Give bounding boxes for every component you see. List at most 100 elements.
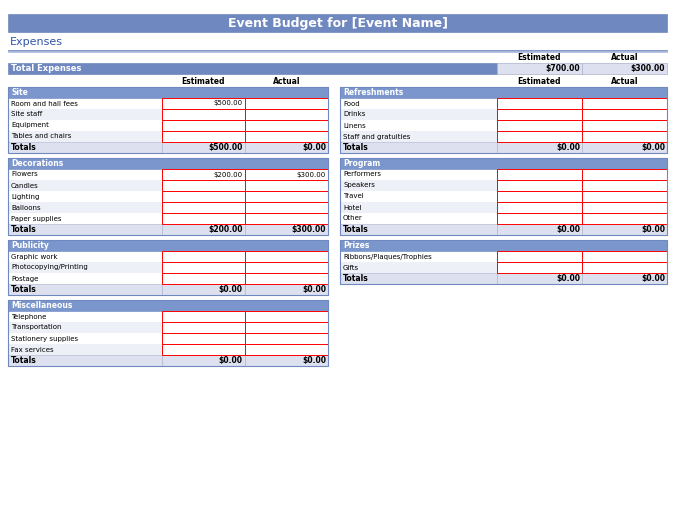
Bar bbox=[245, 262, 328, 273]
Bar bbox=[245, 142, 328, 153]
Text: Graphic work: Graphic work bbox=[11, 253, 57, 259]
Bar bbox=[8, 50, 667, 51]
Bar bbox=[582, 120, 667, 131]
Bar bbox=[245, 120, 328, 131]
Text: Totals: Totals bbox=[343, 143, 369, 152]
Text: $200.00: $200.00 bbox=[214, 172, 243, 177]
Bar bbox=[8, 158, 328, 235]
Text: Program: Program bbox=[343, 159, 380, 168]
Text: Tables and chairs: Tables and chairs bbox=[11, 134, 72, 139]
Text: $700.00: $700.00 bbox=[545, 64, 580, 73]
Bar bbox=[161, 98, 245, 109]
Text: Total Expenses: Total Expenses bbox=[11, 64, 82, 73]
Bar bbox=[161, 180, 245, 191]
Text: Ribbons/Plaques/Trophies: Ribbons/Plaques/Trophies bbox=[343, 253, 432, 259]
Bar bbox=[8, 14, 667, 32]
Bar bbox=[340, 213, 497, 224]
Bar bbox=[8, 131, 161, 142]
Bar bbox=[8, 63, 497, 74]
Bar bbox=[582, 180, 667, 191]
Text: Totals: Totals bbox=[11, 225, 36, 234]
Bar bbox=[340, 120, 497, 131]
Bar bbox=[340, 142, 497, 153]
Bar bbox=[161, 273, 245, 284]
Bar bbox=[161, 120, 245, 131]
Bar bbox=[245, 109, 328, 120]
Bar bbox=[582, 262, 667, 273]
Bar bbox=[8, 224, 161, 235]
Text: $0.00: $0.00 bbox=[641, 225, 665, 234]
Bar bbox=[340, 87, 667, 98]
Text: Estimated: Estimated bbox=[182, 77, 225, 86]
Text: $0.00: $0.00 bbox=[302, 356, 326, 365]
Text: Paper supplies: Paper supplies bbox=[11, 215, 61, 222]
Bar bbox=[8, 344, 161, 355]
Text: Site staff: Site staff bbox=[11, 111, 43, 118]
Bar bbox=[161, 322, 245, 333]
Bar bbox=[8, 98, 161, 109]
Bar bbox=[161, 284, 245, 295]
Text: Estimated: Estimated bbox=[518, 77, 561, 86]
Bar bbox=[8, 109, 161, 120]
Bar bbox=[245, 273, 328, 284]
Text: $0.00: $0.00 bbox=[219, 356, 243, 365]
Bar bbox=[161, 202, 245, 213]
Bar bbox=[497, 273, 582, 284]
Bar bbox=[8, 191, 161, 202]
Bar bbox=[161, 131, 245, 142]
Bar bbox=[161, 169, 245, 180]
Text: Postage: Postage bbox=[11, 276, 38, 281]
Bar bbox=[497, 131, 582, 142]
Text: Other: Other bbox=[343, 215, 362, 222]
Bar bbox=[340, 251, 497, 262]
Text: $300.00: $300.00 bbox=[297, 172, 326, 177]
Bar bbox=[582, 109, 667, 120]
Bar bbox=[340, 240, 667, 284]
Bar bbox=[8, 300, 328, 366]
Bar bbox=[497, 251, 582, 262]
Bar bbox=[245, 213, 328, 224]
Text: Flowers: Flowers bbox=[11, 172, 38, 177]
Text: $0.00: $0.00 bbox=[641, 143, 665, 152]
Bar bbox=[245, 284, 328, 295]
Text: $0.00: $0.00 bbox=[556, 225, 580, 234]
Bar bbox=[8, 87, 328, 98]
Bar bbox=[245, 311, 328, 322]
Bar bbox=[340, 240, 667, 251]
Bar bbox=[582, 131, 667, 142]
Bar bbox=[340, 224, 497, 235]
Bar bbox=[161, 251, 245, 262]
Bar bbox=[245, 355, 328, 366]
Text: Totals: Totals bbox=[11, 356, 36, 365]
Text: $300.00: $300.00 bbox=[630, 64, 665, 73]
Text: Event Budget for [Event Name]: Event Budget for [Event Name] bbox=[227, 17, 448, 30]
Bar bbox=[497, 120, 582, 131]
Bar bbox=[582, 191, 667, 202]
Bar bbox=[340, 158, 667, 169]
Bar bbox=[582, 202, 667, 213]
Text: Speakers: Speakers bbox=[343, 183, 375, 188]
Bar bbox=[8, 311, 161, 322]
Bar bbox=[8, 202, 161, 213]
Bar bbox=[8, 240, 328, 295]
Bar bbox=[161, 109, 245, 120]
Bar bbox=[582, 273, 667, 284]
Bar bbox=[582, 98, 667, 109]
Text: Photocopying/Printing: Photocopying/Printing bbox=[11, 265, 88, 270]
Bar bbox=[245, 98, 328, 109]
Bar bbox=[161, 344, 245, 355]
Text: Equipment: Equipment bbox=[11, 123, 49, 128]
Bar bbox=[161, 311, 245, 322]
Bar bbox=[497, 213, 582, 224]
Bar bbox=[245, 344, 328, 355]
Bar bbox=[8, 180, 161, 191]
Text: $500.00: $500.00 bbox=[209, 143, 243, 152]
Bar bbox=[340, 180, 497, 191]
Bar bbox=[8, 322, 161, 333]
Bar bbox=[161, 355, 245, 366]
Text: Decorations: Decorations bbox=[11, 159, 63, 168]
Bar bbox=[340, 273, 497, 284]
Bar bbox=[161, 213, 245, 224]
Bar bbox=[340, 262, 497, 273]
Bar bbox=[8, 169, 161, 180]
